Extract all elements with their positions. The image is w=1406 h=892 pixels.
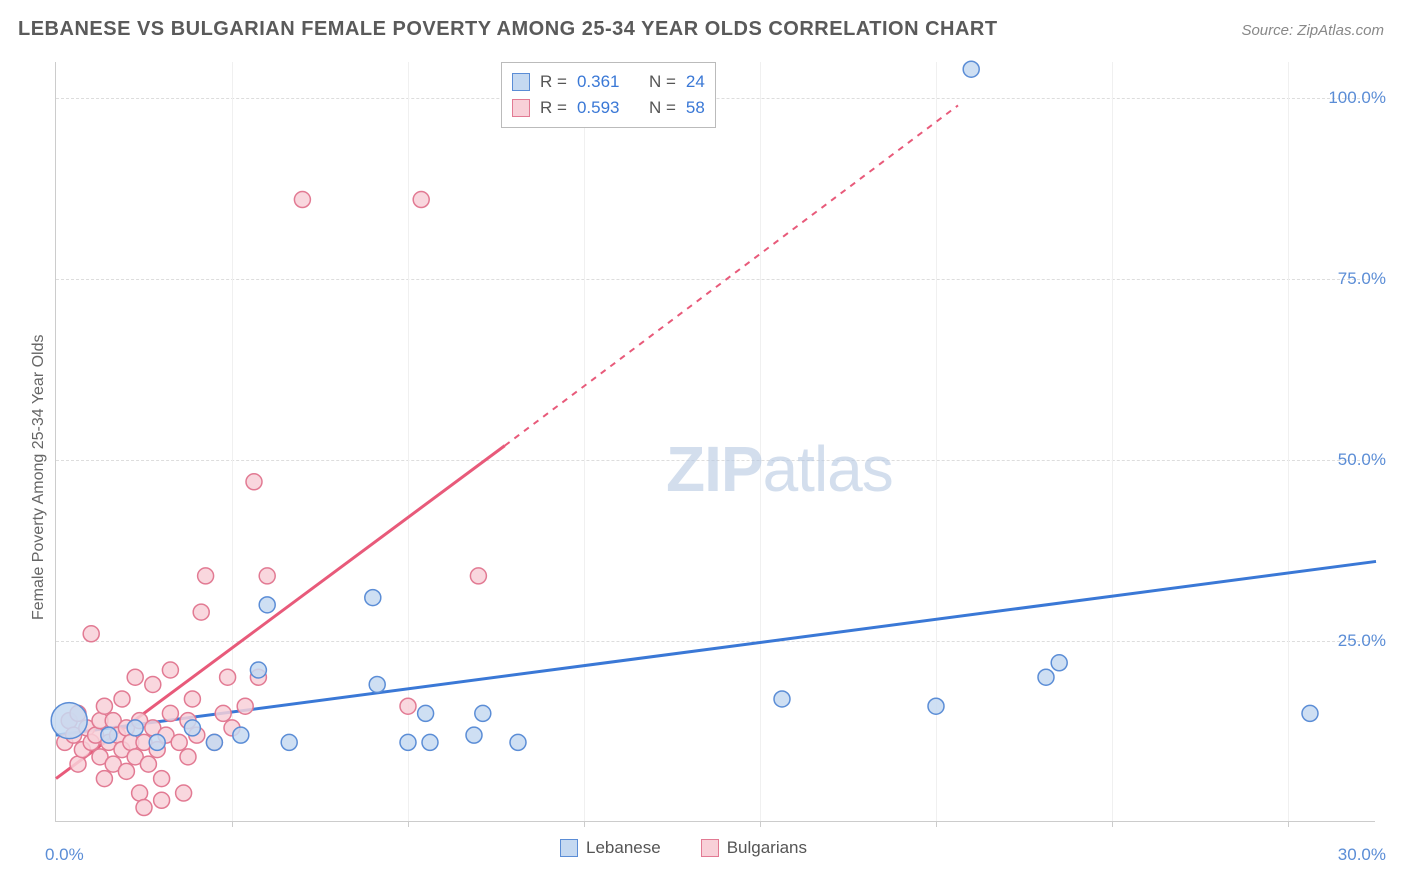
stats-n-bulgarians: 58: [686, 98, 705, 118]
legend-label-lebanese: Lebanese: [586, 838, 661, 858]
scatter-svg: [56, 62, 1375, 821]
legend: Lebanese Bulgarians: [560, 838, 807, 858]
y-tick-label: 75.0%: [1338, 269, 1386, 289]
stats-r-label: R =: [540, 72, 567, 92]
stats-r-bulgarians: 0.593: [577, 98, 620, 118]
stats-r-lebanese: 0.361: [577, 72, 620, 92]
stats-r-label2: R =: [540, 98, 567, 118]
legend-label-bulgarians: Bulgarians: [727, 838, 807, 858]
y-axis-label: Female Poverty Among 25-34 Year Olds: [30, 335, 48, 621]
stats-n-label: N =: [649, 72, 676, 92]
stats-n-lebanese: 24: [686, 72, 705, 92]
chart-title: LEBANESE VS BULGARIAN FEMALE POVERTY AMO…: [18, 18, 998, 41]
y-tick-label: 25.0%: [1338, 631, 1386, 651]
legend-swatch-bulgarians: [701, 839, 719, 857]
plot-area: ZIPatlas R = 0.361 N = 24 R = 0.593 N = …: [55, 62, 1375, 822]
swatch-bulgarians: [512, 99, 530, 117]
source-attribution: Source: ZipAtlas.com: [1241, 22, 1384, 39]
stats-box: R = 0.361 N = 24 R = 0.593 N = 58: [501, 62, 716, 128]
stats-n-label2: N =: [649, 98, 676, 118]
chart-container: LEBANESE VS BULGARIAN FEMALE POVERTY AMO…: [0, 0, 1406, 892]
stats-row-lebanese: R = 0.361 N = 24: [512, 69, 705, 95]
legend-item-lebanese: Lebanese: [560, 838, 661, 858]
stats-row-bulgarians: R = 0.593 N = 58: [512, 95, 705, 121]
legend-swatch-lebanese: [560, 839, 578, 857]
x-tick-min: 0.0%: [45, 845, 84, 865]
y-tick-label: 100.0%: [1328, 88, 1386, 108]
legend-item-bulgarians: Bulgarians: [701, 838, 807, 858]
swatch-lebanese: [512, 73, 530, 91]
x-tick-max: 30.0%: [1338, 845, 1386, 865]
y-tick-label: 50.0%: [1338, 450, 1386, 470]
